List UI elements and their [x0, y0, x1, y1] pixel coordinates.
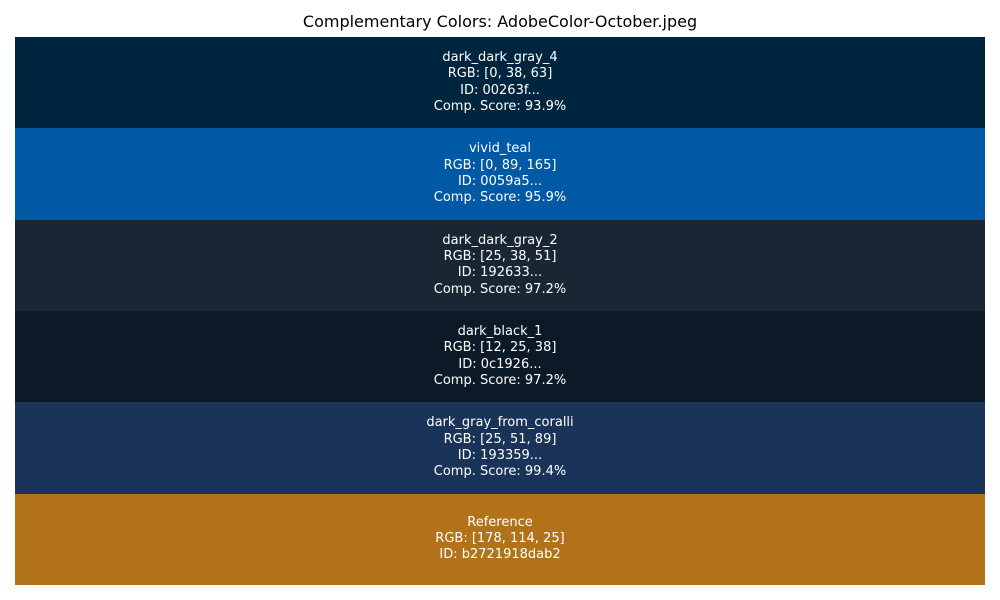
color-swatch: Reference RGB: [178, 114, 25] ID: b2721918… — [15, 493, 985, 585]
swatch-name-label: vivid_teal — [468, 141, 532, 157]
swatch-name-label: dark_black_1 — [457, 324, 543, 340]
swatch-id-label: ID: 0059a5... — [457, 173, 543, 189]
swatch-id-label: ID: 193359... — [457, 447, 543, 463]
swatch-score-label: Comp. Score: 97.2% — [433, 372, 567, 388]
swatch-score-label: Comp. Score: 99.4% — [433, 464, 567, 480]
swatch-name-label: dark_dark_gray_2 — [442, 232, 558, 248]
swatch-rgb-label: RGB: [25, 38, 51] — [443, 249, 557, 265]
swatch-score-label: Comp. Score: 97.2% — [433, 281, 567, 297]
color-swatch: vivid_teal RGB: [0, 89, 165] ID: 0059a5...… — [15, 128, 985, 220]
swatch-rgb-label: RGB: [0, 38, 63] — [447, 66, 553, 82]
swatch-area: dark_dark_gray_4 RGB: [0, 38, 63] ID: 0026… — [15, 37, 985, 585]
swatch-id-label: ID: 192633... — [457, 265, 543, 281]
color-swatch: dark_gray_from_coralli RGB: [25, 51, 89] I… — [15, 402, 985, 494]
color-swatch: dark_black_1 RGB: [12, 25, 38] ID: 0c1926.… — [15, 311, 985, 403]
swatch-rgb-label: RGB: [178, 114, 25] — [435, 531, 565, 547]
swatch-score-label: Comp. Score: 93.9% — [433, 98, 567, 114]
color-swatch: dark_dark_gray_4 RGB: [0, 38, 63] ID: 0026… — [15, 37, 985, 129]
swatch-score-label: Comp. Score: 95.9% — [433, 190, 567, 206]
swatch-rgb-label: RGB: [0, 89, 165] — [443, 157, 557, 173]
swatch-id-label: ID: 00263f... — [460, 82, 540, 98]
swatch-name-label: Reference — [467, 514, 533, 530]
color-swatch: dark_dark_gray_2 RGB: [25, 38, 51] ID: 192… — [15, 219, 985, 311]
swatch-rgb-label: RGB: [25, 51, 89] — [443, 431, 557, 447]
chart-title: Complementary Colors: AdobeColor-October… — [302, 12, 698, 31]
swatch-name-label: dark_dark_gray_4 — [442, 50, 558, 66]
swatch-name-label: dark_gray_from_coralli — [426, 415, 574, 431]
swatch-rgb-label: RGB: [12, 25, 38] — [443, 340, 557, 356]
swatch-id-label: ID: 0c1926... — [458, 356, 542, 372]
swatch-id-label: ID: b2721918dab2 — [439, 547, 561, 563]
